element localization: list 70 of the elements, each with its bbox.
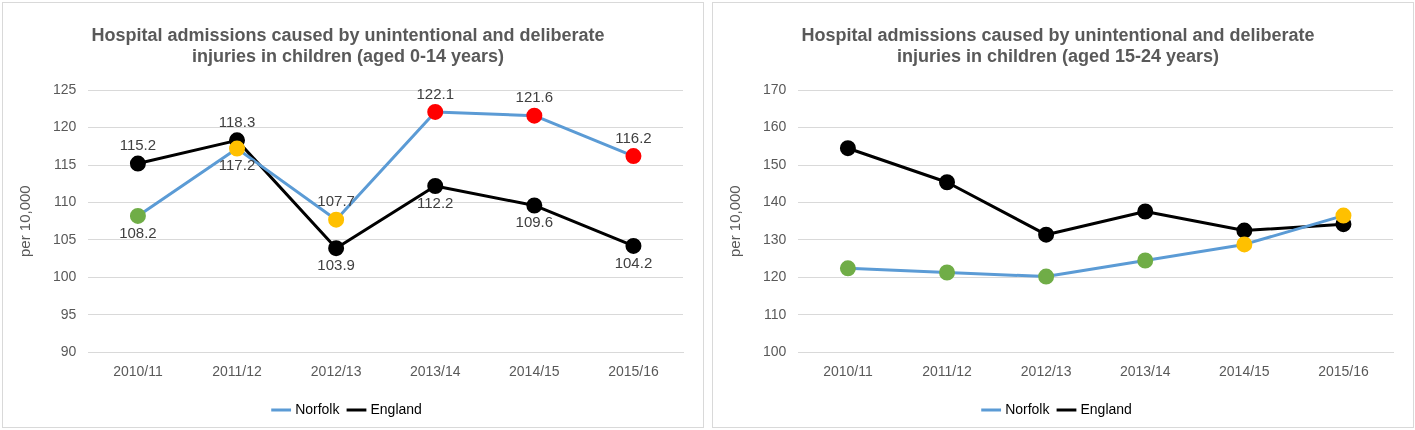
point: [1335, 207, 1352, 224]
point: [1236, 222, 1253, 239]
data-label: 122.1: [416, 84, 455, 102]
chart-title: Hospital admissions caused by unintentional and deliberate injuries in children (aged 0-14 years): [91, 24, 605, 67]
x-tick-label: 2011/12: [922, 363, 973, 380]
point: [129, 155, 146, 172]
point: [1236, 236, 1253, 253]
data-label: 112.2: [417, 193, 454, 211]
data-label: 103.9: [317, 255, 355, 273]
y-tick-label: 170: [763, 81, 787, 98]
point: [625, 237, 642, 254]
point: [939, 264, 956, 281]
point: [839, 260, 856, 277]
x-tick-label: 2014/15: [509, 363, 560, 380]
data-label: 108.2: [119, 223, 157, 241]
point: [427, 178, 444, 195]
point: [1137, 203, 1154, 220]
legend-label: England: [370, 400, 422, 417]
data-label: 116.2: [615, 128, 652, 146]
x-tick-label: 2012/13: [310, 363, 362, 380]
data-label: 107.7: [317, 192, 355, 210]
x-tick-label: 2015/16: [1318, 363, 1369, 380]
point: [939, 174, 956, 191]
point: [526, 107, 543, 124]
x-tick-label: 2015/16: [608, 363, 659, 380]
legend-label: England: [1080, 400, 1132, 417]
y-tick-label: 95: [60, 305, 77, 322]
y-tick-label: 110: [54, 193, 77, 210]
legend-label: Norfolk: [1005, 400, 1051, 417]
y-tick-label: 90: [60, 343, 77, 360]
point: [328, 211, 345, 228]
data-label: 121.6: [515, 88, 554, 106]
x-tick-label: 2014/15: [1219, 363, 1270, 380]
x-tick-label: 2010/11: [823, 363, 873, 380]
data-label: 115.2: [119, 136, 157, 154]
y-tick-label: 160: [763, 118, 787, 135]
point: [1038, 268, 1055, 285]
x-tick-label: 2010/11: [113, 363, 163, 380]
y-tick-label: 125: [53, 81, 77, 98]
legend-label: Norfolk: [295, 400, 341, 417]
y-tick-label: 150: [763, 155, 787, 172]
point: [328, 240, 345, 257]
y-tick-label: 140: [763, 193, 787, 210]
y-tick-label: 120: [53, 118, 77, 135]
y-tick-label: 110: [764, 305, 787, 322]
x-tick-label: 2011/12: [212, 363, 263, 380]
y-axis-title: per 10,000: [16, 185, 34, 258]
point: [129, 207, 146, 224]
y-tick-label: 120: [763, 268, 787, 285]
point: [1038, 226, 1055, 243]
point: [229, 140, 246, 157]
data-label: 104.2: [614, 253, 653, 271]
y-axis-title: per 10,000: [726, 185, 744, 258]
y-tick-label: 100: [53, 268, 77, 285]
data-label: 109.6: [515, 213, 554, 231]
y-tick-label: 130: [763, 230, 787, 247]
point: [839, 140, 856, 157]
x-tick-label: 2012/13: [1020, 363, 1072, 380]
data-label: 117.2: [218, 156, 256, 174]
y-tick-label: 100: [763, 343, 787, 360]
point: [625, 148, 642, 165]
data-label: 118.3: [218, 112, 256, 130]
x-tick-label: 2013/14: [409, 363, 461, 380]
chart-title: Hospital admissions caused by unintentional and deliberate injuries in children (aged 15-24 years): [801, 24, 1315, 67]
x-tick-label: 2013/14: [1119, 363, 1171, 380]
point: [427, 103, 444, 120]
point: [526, 197, 543, 214]
point: [1137, 252, 1154, 269]
y-tick-label: 105: [53, 230, 77, 247]
y-tick-label: 115: [54, 155, 77, 172]
